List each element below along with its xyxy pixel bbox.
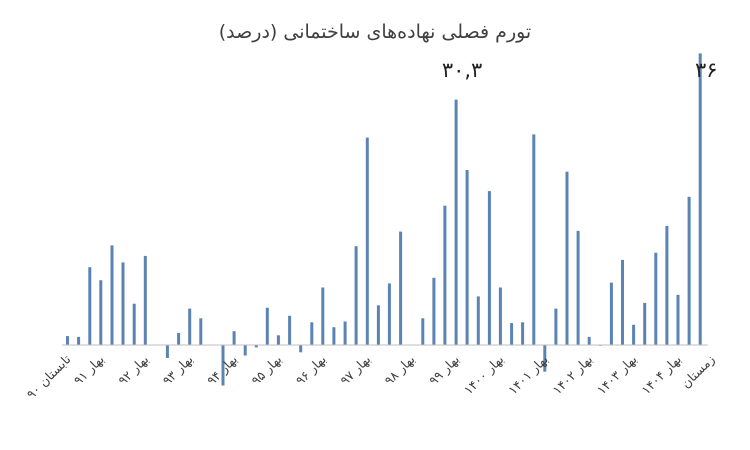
x-tick-label-14: بهار ۱۴۰۴ xyxy=(638,352,685,399)
x-tick-label-0: تابستان ۹۰ xyxy=(23,351,74,402)
bar-25 xyxy=(343,321,347,345)
bar-42 xyxy=(532,134,536,345)
bar-27 xyxy=(365,137,369,345)
bar-39 xyxy=(498,287,502,345)
bar-4 xyxy=(110,245,114,345)
bar-53 xyxy=(654,252,658,345)
bar-44 xyxy=(554,308,558,345)
bar-3 xyxy=(99,280,103,345)
bar-24 xyxy=(332,327,336,345)
bar-19 xyxy=(276,335,280,345)
x-tick-label-2: بهار ۹۲ xyxy=(115,352,152,389)
x-tick-label-7: بهار ۹۷ xyxy=(337,352,374,389)
x-tick-label-3: بهار ۹۳ xyxy=(159,352,196,389)
bar-5 xyxy=(121,262,125,345)
bar-46 xyxy=(576,230,580,345)
data-labels-group: ۳۰,۳ ۳۶ xyxy=(442,58,718,82)
x-tick-label-11: بهار ۱۴۰۱ xyxy=(505,352,552,399)
bar-16 xyxy=(243,345,247,356)
bar-9 xyxy=(165,345,169,358)
bar-22 xyxy=(310,322,314,345)
bar-2 xyxy=(88,267,92,345)
bar-38 xyxy=(487,191,491,345)
bar-45 xyxy=(565,171,569,345)
bar-14 xyxy=(221,345,225,386)
bar-21 xyxy=(299,345,303,353)
bar-23 xyxy=(321,287,325,345)
x-tick-label-15: زمستان xyxy=(678,352,718,392)
bar-36 xyxy=(465,170,469,345)
bar-49 xyxy=(609,282,613,345)
bar-54 xyxy=(665,225,669,345)
bar-12 xyxy=(199,318,203,345)
bar-11 xyxy=(188,308,192,345)
bars-group xyxy=(66,53,702,386)
chart-title: تورم فصلی نهاده‌های ساختمانی (درصد) xyxy=(219,21,531,43)
x-tick-label-9: بهار ۹۹ xyxy=(426,352,463,389)
bar-0 xyxy=(66,336,69,345)
bar-32 xyxy=(421,318,425,345)
data-label-0: ۳۰,۳ xyxy=(442,58,483,82)
bar-56 xyxy=(687,196,691,345)
bar-41 xyxy=(521,322,525,345)
bar-34 xyxy=(443,205,447,345)
bar-7 xyxy=(143,255,147,345)
bar-37 xyxy=(476,296,480,345)
x-tick-label-1: بهار ۹۱ xyxy=(71,352,108,389)
bar-52 xyxy=(643,302,647,345)
bar-50 xyxy=(621,259,624,345)
bar-6 xyxy=(132,303,136,345)
bar-28 xyxy=(376,305,380,345)
x-tick-label-13: بهار ۱۴۰۳ xyxy=(594,352,641,399)
bar-26 xyxy=(354,246,358,345)
bar-17 xyxy=(254,345,258,348)
data-label-1: ۳۶ xyxy=(695,58,718,82)
x-tick-label-6: بهار ۹۶ xyxy=(293,352,330,389)
bar-10 xyxy=(177,332,181,345)
bar-1 xyxy=(77,336,81,345)
x-tick-label-5: بهار ۹۵ xyxy=(248,352,285,389)
bar-55 xyxy=(676,294,680,345)
bar-40 xyxy=(510,323,514,345)
bar-20 xyxy=(288,315,292,345)
bar-30 xyxy=(399,231,403,345)
bar-15 xyxy=(232,331,236,345)
bar-57 xyxy=(698,53,702,346)
x-tick-label-10: بهار ۱۴۰۰ xyxy=(461,352,508,399)
bar-35 xyxy=(454,99,458,345)
x-tick-label-8: بهار ۹۸ xyxy=(381,352,418,389)
bar-18 xyxy=(265,307,269,345)
x-tick-label-12: بهار ۱۴۰۲ xyxy=(549,352,596,399)
bar-51 xyxy=(632,324,636,346)
bar-29 xyxy=(387,283,391,345)
bar-43 xyxy=(543,345,547,372)
bar-47 xyxy=(587,336,591,345)
bar-33 xyxy=(432,277,436,345)
